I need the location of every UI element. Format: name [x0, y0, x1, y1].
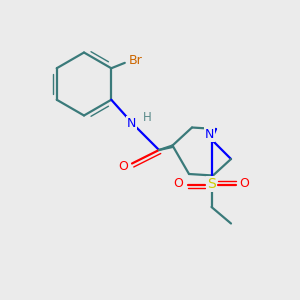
Text: O: O	[119, 160, 128, 173]
Text: H: H	[142, 111, 152, 124]
Text: O: O	[174, 177, 183, 190]
Text: O: O	[240, 177, 249, 190]
Text: S: S	[207, 177, 216, 191]
Text: N: N	[127, 116, 136, 130]
Text: N: N	[205, 128, 214, 141]
Text: Br: Br	[129, 54, 143, 67]
